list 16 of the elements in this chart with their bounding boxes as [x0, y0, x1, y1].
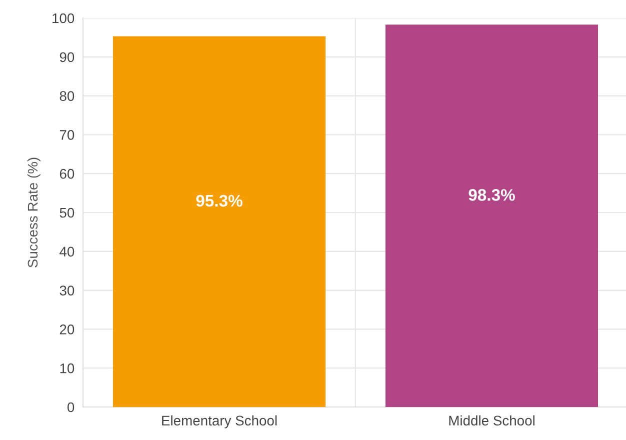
y-tick-label: 70 — [60, 130, 74, 140]
y-tick-label: 50 — [60, 208, 74, 218]
y-tick-label: 40 — [60, 246, 74, 257]
data-label: 95.3% — [196, 194, 242, 207]
y-tick-label: 20 — [60, 324, 74, 334]
y-tick-label: 90 — [60, 52, 74, 62]
y-tick-label: 10 — [60, 363, 74, 374]
x-tick-label: Elementary School — [162, 415, 277, 428]
y-tick-label: 80 — [60, 91, 74, 101]
x-tick-label: Middle School — [449, 415, 534, 426]
y-tick-label: 30 — [60, 286, 74, 296]
y-axis-title: Success Rate (%) — [27, 158, 40, 268]
y-tick-label: 0 — [67, 402, 74, 412]
y-tick-label: 60 — [60, 168, 74, 179]
y-tick-label: 100 — [52, 13, 74, 24]
data-label: 98.3% — [468, 189, 515, 201]
